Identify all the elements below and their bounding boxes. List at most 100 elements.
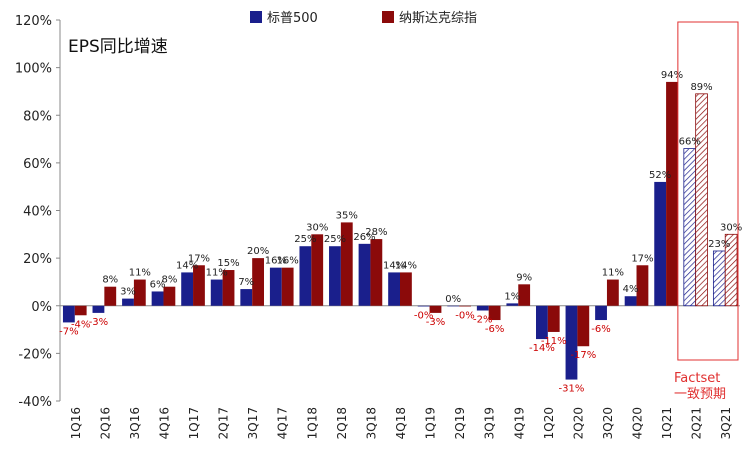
sp500-bar-2Q18	[329, 246, 341, 306]
sp500-bar-2Q16	[92, 305, 105, 313]
nasdaq-label-4Q17: 16%	[277, 256, 299, 267]
nasdaq-label-2Q18: 35%	[336, 210, 358, 221]
sp500-label-2Q17: 11%	[206, 268, 228, 279]
nasdaq-bar-3Q17	[252, 258, 264, 306]
sp500-label-4Q20: 4%	[623, 284, 639, 295]
nasdaq-label-1Q17: 17%	[188, 253, 210, 264]
sp500-bar-1Q16	[62, 305, 75, 323]
sp500-bar-1Q21	[654, 181, 667, 306]
x-tick-label-3Q17: 3Q17	[246, 407, 260, 439]
sp500-label-4Q17: 16%	[265, 256, 287, 267]
sp500-bar-4Q19	[506, 303, 519, 306]
nasdaq-bar-1Q17	[193, 265, 205, 306]
x-tick-label-4Q16: 4Q16	[157, 407, 171, 439]
x-tick-label-2Q19: 2Q19	[453, 407, 467, 439]
x-tick-label-1Q19: 1Q19	[424, 407, 438, 439]
sp500-bar-3Q17	[240, 289, 253, 306]
x-tick-label-2Q17: 2Q17	[217, 407, 231, 439]
sp500-label-3Q18: 26%	[353, 232, 375, 243]
nasdaq-bar-1Q18	[311, 234, 324, 306]
sp500-bar-1Q19	[417, 305, 430, 307]
sp500-bar-2Q21	[683, 148, 697, 307]
sp500-label-1Q20: -14%	[529, 343, 555, 354]
x-tick-label-3Q18: 3Q18	[364, 407, 378, 439]
x-tick-labels: 1Q16 2Q16 3Q16 4Q16 1Q17 2Q17 3Q17 4Q17 1Q18 2Q18…	[69, 407, 733, 439]
nasdaq-bar-3Q21	[724, 233, 738, 307]
nasdaq-bar-1Q19	[429, 305, 442, 313]
forecast-box	[677, 21, 739, 361]
bars	[62, 81, 738, 380]
x-tick-label-3Q16: 3Q16	[128, 407, 142, 439]
sp500-label-1Q18: 25%	[294, 234, 316, 245]
y-tick-label: 120%	[15, 14, 52, 29]
sp500-bar-2Q19	[447, 305, 460, 307]
sp500-bar-2Q17	[210, 279, 223, 306]
nasdaq-label-2Q19: -0%	[455, 310, 474, 321]
x-tick-label-2Q16: 2Q16	[98, 407, 112, 439]
nasdaq-label-1Q18: 30%	[306, 222, 328, 233]
sp500-bar-1Q17	[181, 272, 194, 306]
nasdaq-bar-1Q16	[74, 305, 87, 316]
nasdaq-bar-3Q16	[133, 279, 146, 306]
nasdaq-label-1Q19: -3%	[426, 317, 445, 328]
nasdaq-label-2Q20: -17%	[570, 350, 596, 361]
axes: -40% -20% 0% 20% 40% 60% 80% 100% 120%	[15, 14, 740, 410]
nasdaq-label-4Q20: 17%	[631, 253, 653, 264]
sp500-label-3Q17: 7%	[238, 277, 254, 288]
nasdaq-label-3Q19: -6%	[485, 324, 504, 335]
x-tick-label-1Q17: 1Q17	[187, 407, 201, 439]
sp500-bar-3Q19	[476, 305, 489, 311]
nasdaq-bar-3Q19	[488, 305, 501, 321]
sp500-label-4Q19: 1%	[504, 291, 520, 302]
sp500-label-4Q16: 6%	[150, 279, 166, 290]
y-tick-label: 40%	[23, 205, 52, 220]
nasdaq-bar-4Q19	[518, 284, 531, 306]
nasdaq-bar-3Q20	[606, 279, 619, 306]
x-tick-label-3Q21: 3Q21	[719, 407, 733, 439]
forecast-note-line2: 一致预期	[674, 387, 726, 402]
nasdaq-bar-4Q20	[636, 265, 649, 306]
chart-title: EPS同比增速	[68, 37, 168, 57]
nasdaq-bar-2Q19	[459, 305, 471, 307]
nasdaq-label-3Q18: 28%	[365, 227, 387, 238]
x-tick-label-2Q21: 2Q21	[690, 407, 704, 439]
x-tick-label-4Q18: 4Q18	[394, 407, 408, 439]
sp500-label-2Q18: 25%	[324, 234, 346, 245]
sp500-label-3Q16: 3%	[120, 287, 136, 298]
nasdaq-label-1Q20: -11%	[541, 336, 567, 347]
y-tick-label: -40%	[18, 395, 52, 410]
x-tick-label-3Q19: 3Q19	[483, 407, 497, 439]
sp500-bar-3Q18	[358, 243, 371, 306]
x-tick-label-4Q17: 4Q17	[276, 407, 290, 439]
y-tick-label: 20%	[23, 252, 52, 267]
sp500-label-2Q20: -31%	[559, 384, 585, 395]
sp500-bar-3Q21	[712, 250, 726, 307]
nasdaq-bar-1Q20	[547, 305, 560, 332]
legend-swatch-0	[250, 11, 262, 23]
sp500-label-4Q18: 14%	[383, 260, 405, 271]
y-tick-label: -20%	[18, 347, 52, 362]
nasdaq-label-3Q20: 11%	[602, 268, 624, 279]
nasdaq-label-4Q19: 9%	[516, 272, 532, 283]
sp500-bar-4Q17	[269, 267, 282, 306]
y-tick-label: 80%	[23, 109, 52, 124]
nasdaq-bar-2Q17	[222, 270, 235, 306]
legend-label-0: 标普500	[267, 11, 318, 26]
x-tick-label-1Q20: 1Q20	[542, 407, 556, 439]
y-tick-label: 0%	[31, 300, 52, 315]
x-tick-label-1Q16: 1Q16	[69, 407, 83, 439]
sp500-label-1Q16: -7%	[59, 326, 78, 337]
sp500-bar-1Q18	[299, 246, 312, 306]
nasdaq-bar-2Q16	[104, 286, 117, 306]
sp500-label-1Q21: 52%	[649, 170, 671, 181]
sp500-label-3Q19: -2%	[473, 315, 492, 326]
x-tick-label-2Q20: 2Q20	[571, 407, 585, 439]
nasdaq-bar-2Q20	[577, 305, 590, 347]
nasdaq-bar-2Q21	[695, 93, 708, 307]
nasdaq-label-3Q17: 20%	[247, 246, 269, 257]
data-labels: -7%-4%-3%8%3%11%6%8%14%17%11%15%7%20%16%…	[59, 70, 742, 395]
nasdaq-bar-4Q17	[281, 267, 294, 306]
sp500-bar-3Q20	[595, 305, 607, 321]
